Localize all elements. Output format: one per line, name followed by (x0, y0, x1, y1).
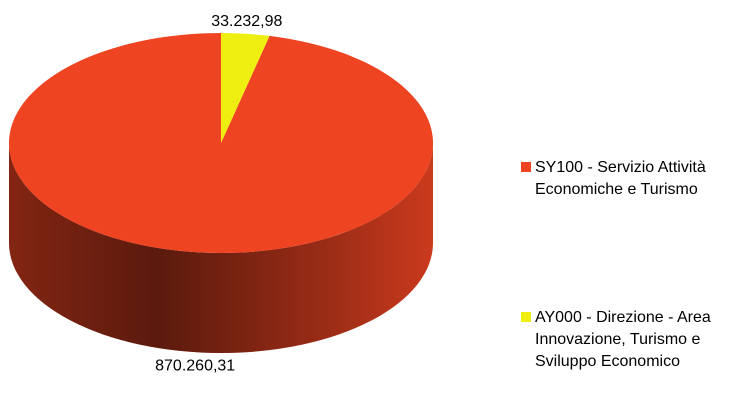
slice-side-shade (9, 143, 433, 353)
legend-swatch (521, 312, 531, 322)
legend-label: SY100 - Servizio Attività Economiche e T… (535, 159, 706, 198)
data-label: 33.232,98 (211, 13, 282, 30)
data-label: 870.260,31 (155, 357, 235, 374)
legend-label: AY000 - Direzione - Area Innovazione, Tu… (535, 309, 711, 370)
slice (221, 33, 270, 143)
legend-swatch (521, 162, 531, 172)
